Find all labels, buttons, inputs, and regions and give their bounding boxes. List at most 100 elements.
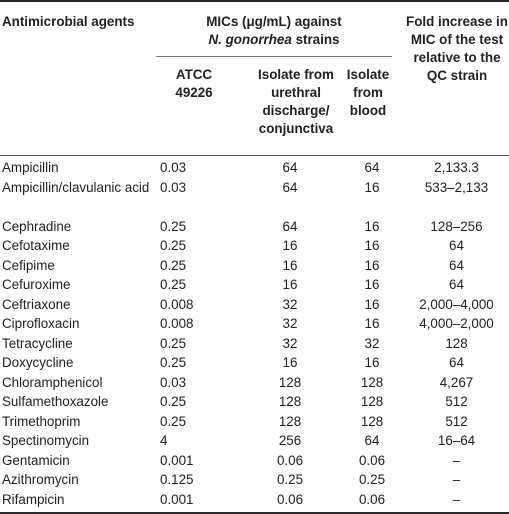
table-body: Ampicillin 0.03 64 64 2,133.3 Ampicillin/clav… bbox=[0, 158, 509, 509]
cell-urethral: 32 bbox=[282, 296, 298, 312]
cell-atcc: 0.008 bbox=[160, 296, 194, 312]
cell-urethral: 32 bbox=[282, 335, 298, 351]
cell-fold: 16–64 bbox=[437, 433, 476, 448]
cell-agent: Spectinomycin bbox=[2, 433, 90, 448]
cell-fold: 2,133.3 bbox=[434, 160, 479, 175]
cell-fold: – bbox=[452, 472, 461, 487]
cell-atcc: 0.03 bbox=[160, 374, 187, 390]
header-bottom-rule bbox=[0, 155, 509, 156]
cell-urethral: 128 bbox=[278, 374, 302, 390]
cell-atcc: 0.25 bbox=[160, 257, 187, 273]
table-bottom-rule bbox=[0, 512, 509, 514]
cell-urethral: 128 bbox=[278, 394, 302, 409]
table-row: Spectinomycin 4 256 64 16–64 bbox=[0, 431, 509, 451]
cell-urethral: 256 bbox=[278, 433, 302, 448]
header-species: N. gonorrhea bbox=[208, 32, 292, 47]
cell-blood: 16 bbox=[364, 355, 380, 370]
cell-fold: 64 bbox=[449, 257, 464, 273]
group-header-rule bbox=[156, 56, 392, 57]
header-blood-isolate: Isolate from blood bbox=[346, 67, 390, 118]
cell-urethral: 16 bbox=[282, 238, 298, 253]
cell-urethral: 16 bbox=[282, 257, 298, 273]
header-urethral-isolate: Isolate from urethral discharge/ conjunc… bbox=[258, 67, 334, 136]
table-row: Ceftriaxone 0.008 32 16 2,000–4,000 bbox=[0, 295, 509, 315]
cell-atcc: 0.25 bbox=[160, 335, 187, 351]
cell-blood: 16 bbox=[364, 277, 380, 292]
cell-atcc: 0.03 bbox=[160, 179, 187, 195]
table-row: Trimethoprim 0.25 128 128 512 bbox=[0, 412, 509, 432]
cell-agent: Tetracycline bbox=[2, 335, 73, 351]
cell-urethral: 64 bbox=[282, 160, 298, 175]
cell-fold: 533–2,133 bbox=[424, 179, 489, 195]
cell-atcc: 0.25 bbox=[160, 218, 187, 234]
cell-agent: Trimethoprim bbox=[2, 413, 81, 429]
cell-fold: 64 bbox=[449, 277, 464, 292]
cell-fold: 64 bbox=[449, 238, 464, 253]
cell-blood: 64 bbox=[364, 433, 380, 448]
cell-agent: Gentamicin bbox=[2, 452, 70, 468]
cell-fold: – bbox=[452, 452, 461, 468]
table-row: Azithromycin 0.125 0.25 0.25 – bbox=[0, 470, 509, 490]
header-mics-group: MICs (μg/mL) against N. gonorrhea strain… bbox=[156, 13, 392, 49]
cell-fold: 2,000–4,000 bbox=[419, 296, 494, 312]
table-top-rule bbox=[0, 0, 509, 2]
cell-atcc: 4 bbox=[160, 433, 168, 448]
cell-blood: 32 bbox=[364, 335, 380, 351]
header-mics-suffix: strains bbox=[295, 32, 340, 47]
cell-atcc: 0.125 bbox=[160, 472, 194, 487]
table-row: Ciprofloxacin 0.008 32 16 4,000–2,000 bbox=[0, 314, 509, 334]
cell-blood: 128 bbox=[360, 394, 384, 409]
cell-blood: 16 bbox=[364, 179, 380, 195]
cell-atcc: 0.25 bbox=[160, 238, 187, 253]
cell-agent: Cefotaxime bbox=[2, 238, 70, 253]
table-row: Tetracycline 0.25 32 32 128 bbox=[0, 334, 509, 354]
cell-blood: 16 bbox=[364, 218, 380, 234]
cell-urethral: 0.25 bbox=[276, 472, 304, 487]
table-row: Doxycycline 0.25 16 16 64 bbox=[0, 353, 509, 373]
cell-agent: Cefipime bbox=[2, 257, 55, 273]
cell-atcc: 0.001 bbox=[160, 491, 194, 507]
header-antimicrobial-agents: Antimicrobial agents bbox=[2, 14, 135, 29]
table-row: Cefotaxime 0.25 16 16 64 bbox=[0, 236, 509, 256]
cell-atcc: 0.25 bbox=[160, 355, 187, 370]
cell-blood: 0.25 bbox=[358, 472, 386, 487]
cell-blood: 16 bbox=[364, 257, 380, 273]
cell-agent: Rifampicin bbox=[2, 491, 65, 507]
cell-fold: 4,267 bbox=[439, 374, 474, 390]
cell-atcc: 0.25 bbox=[160, 394, 187, 409]
cell-blood: 128 bbox=[360, 374, 384, 390]
cell-agent: Doxycycline bbox=[2, 355, 74, 370]
cell-urethral: 16 bbox=[282, 355, 298, 370]
cell-atcc: 0.008 bbox=[160, 316, 194, 331]
cell-agent: Sulfamethoxazole bbox=[2, 394, 109, 409]
table-row: Cefuroxime 0.25 16 16 64 bbox=[0, 275, 509, 295]
cell-fold: 512 bbox=[445, 394, 468, 409]
cell-agent: Ceftriaxone bbox=[2, 296, 71, 312]
cell-fold: 128–256 bbox=[430, 218, 483, 234]
cell-blood: 0.06 bbox=[358, 491, 386, 507]
cell-blood: 16 bbox=[364, 238, 380, 253]
cell-agent: Azithromycin bbox=[2, 472, 79, 487]
cell-fold: 64 bbox=[449, 355, 464, 370]
table-row: Sulfamethoxazole 0.25 128 128 512 bbox=[0, 392, 509, 412]
cell-blood: 64 bbox=[364, 160, 380, 175]
cell-agent: Cefuroxime bbox=[2, 277, 71, 292]
cell-atcc: 0.001 bbox=[160, 452, 194, 468]
table-row: Rifampicin 0.001 0.06 0.06 – bbox=[0, 490, 509, 510]
cell-atcc: 0.25 bbox=[160, 277, 187, 292]
cell-blood: 16 bbox=[364, 296, 380, 312]
cell-blood: 0.06 bbox=[358, 452, 386, 468]
cell-urethral: 32 bbox=[282, 316, 298, 331]
header-fold-increase: Fold increase in MIC of the test relativ… bbox=[406, 14, 508, 83]
table-row: Chloramphenicol 0.03 128 128 4,267 bbox=[0, 373, 509, 393]
cell-agent: Ampicillin/clavulanic acid bbox=[2, 179, 150, 195]
cell-urethral: 64 bbox=[282, 179, 298, 195]
table-row: Cephradine 0.25 64 16 128–256 bbox=[0, 217, 509, 237]
cell-blood: 128 bbox=[360, 413, 384, 429]
cell-atcc: 0.25 bbox=[160, 413, 187, 429]
header-atcc: ATCC 49226 bbox=[175, 67, 213, 100]
table-row: Ampicillin 0.03 64 64 2,133.3 bbox=[0, 158, 509, 178]
cell-urethral: 64 bbox=[282, 218, 298, 234]
cell-agent: Ciprofloxacin bbox=[2, 316, 80, 331]
